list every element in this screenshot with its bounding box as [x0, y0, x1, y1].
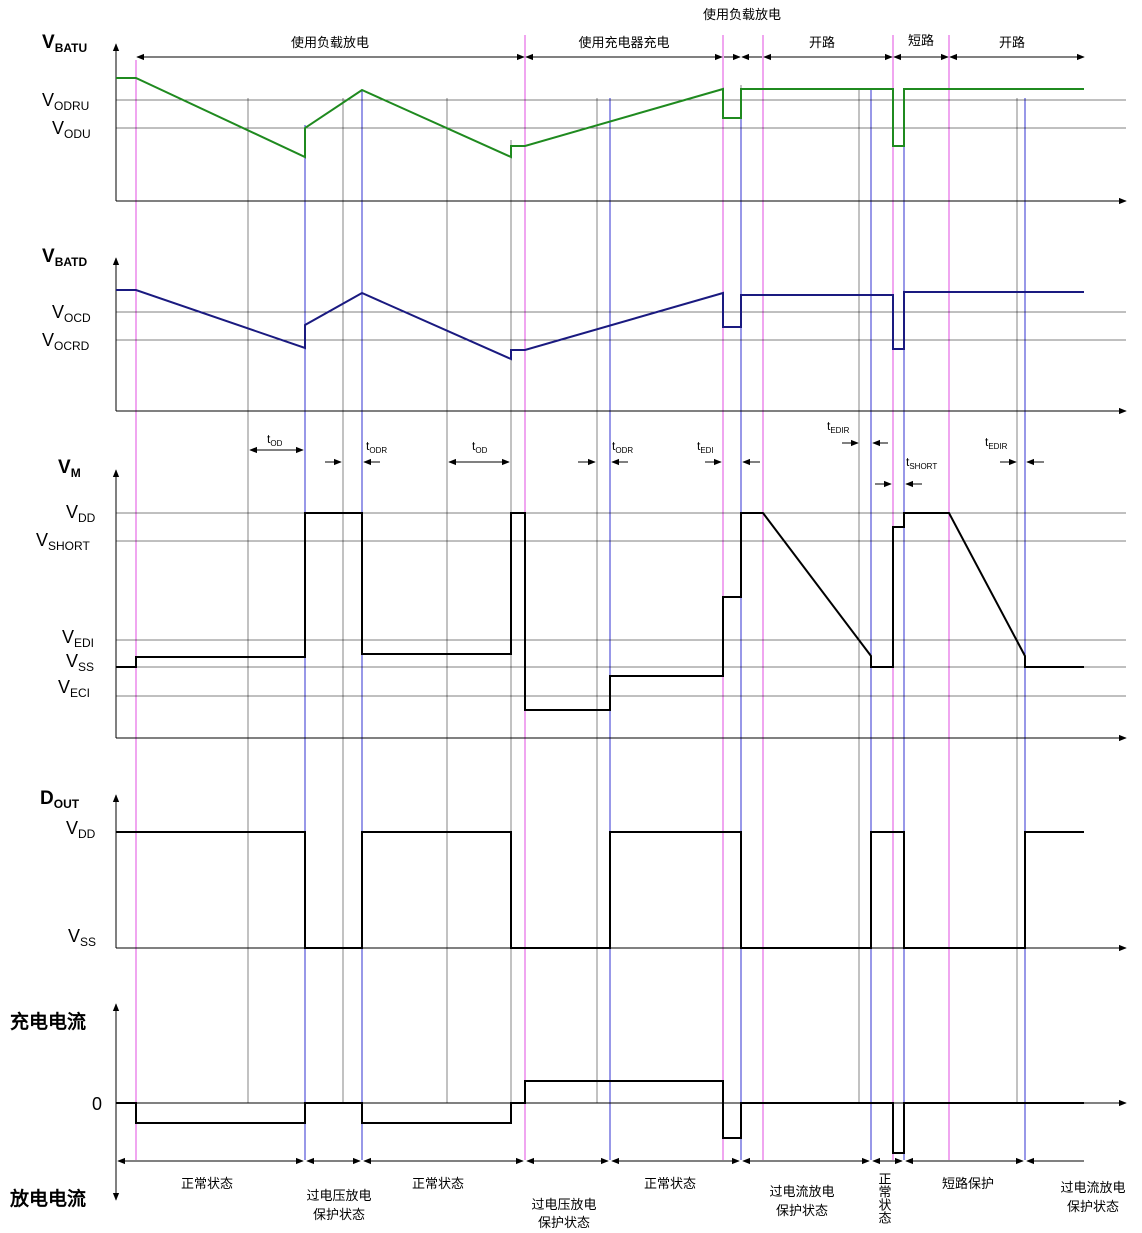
zero-label: 0: [92, 1094, 102, 1114]
timing-tod-1: tOD: [267, 432, 283, 448]
state-normal-1: 正常状态: [181, 1177, 233, 1192]
vbatu-waveform: [116, 77, 1084, 159]
timing-todr-1: tODR: [366, 439, 387, 455]
level-vocd: VOCD: [52, 302, 91, 325]
dout-waveform: [116, 831, 1084, 949]
timing-tod-2: tOD: [472, 439, 488, 455]
timing-tedir-2: tEDIR: [985, 435, 1008, 451]
timing-tedi: tEDI: [697, 439, 714, 455]
vbatu-title: VBATU: [42, 32, 87, 55]
timing-tedir-1: tEDIR: [827, 419, 850, 435]
state-annotations: 正常状态 过电压放电 保护状态 正常状态 过电压放电 保护状态 正常状态 过电流…: [117, 1157, 1126, 1231]
state-ovd-protect-2-line1: 过电压放电: [531, 1198, 596, 1213]
short-circuit-label: 短路: [908, 33, 934, 49]
level-vss-vm: VSS: [66, 651, 94, 674]
vbatd-waveform: [116, 289, 1084, 361]
dout-title: DOUT: [40, 788, 80, 811]
level-veci: VECI: [58, 677, 90, 700]
load-discharge-label-1: 使用负载放电: [291, 35, 369, 51]
level-vshort: VSHORT: [36, 530, 90, 553]
charger-charge-label: 使用充电器充电: [578, 35, 669, 51]
timing-todr-2: tODR: [612, 439, 633, 455]
level-vodu: VODU: [52, 118, 91, 141]
panel-vm: VM VDD VSHORT VEDI VSS VECI: [36, 457, 1127, 742]
state-ovd-protect-1-line1: 过电压放电: [306, 1189, 371, 1204]
vm-title: VM: [58, 457, 81, 480]
level-vodru: VODRU: [42, 90, 89, 113]
state-ocd-protect-2-line2: 保护状态: [1067, 1200, 1119, 1215]
timing-tshort: tSHORT: [906, 455, 937, 471]
state-ocd-protect-1-line1: 过电流放电: [769, 1185, 834, 1200]
open-circuit-label-2: 开路: [999, 35, 1025, 51]
load-discharge-label-2: 使用负载放电: [703, 7, 781, 23]
event-markers-blue: [304, 88, 1026, 1160]
vertical-gridlines: [247, 85, 1018, 1103]
state-normal-3: 正常状态: [644, 1177, 696, 1192]
state-ocd-protect-2-line1: 过电流放电: [1060, 1181, 1125, 1196]
level-vdd-dout: VDD: [66, 818, 96, 841]
charge-current-label: 充电电流: [10, 1010, 86, 1033]
level-vocrd: VOCRD: [42, 330, 90, 353]
timing-annotations: tOD tODR tOD tODR tEDI tEDIR tSHORT tEDI…: [249, 419, 1044, 488]
state-normal-2: 正常状态: [412, 1177, 464, 1192]
panel-current: 充电电流 0 放电电流: [9, 1003, 1127, 1210]
top-annotations: 使用负载放电 使用充电器充电 使用负载放电 开路 短路 开路: [136, 7, 1085, 61]
discharge-current-label: 放电电流: [9, 1187, 86, 1210]
panel-vbatu: VBATU VODRU VODU: [42, 32, 1127, 205]
panel-vbatd: VBATD VOCD VOCRD: [42, 246, 1127, 415]
state-ovd-protect-2-line2: 保护状态: [538, 1216, 590, 1231]
vm-waveform: [116, 512, 1084, 711]
state-ocd-protect-1-line2: 保护状态: [776, 1204, 828, 1219]
vbatd-title: VBATD: [42, 246, 87, 269]
current-waveform: [116, 1080, 1084, 1154]
state-normal-4: 正常状态: [876, 1172, 892, 1224]
panel-dout: DOUT VDD VSS: [40, 788, 1127, 952]
state-ovd-protect-1-line2: 保护状态: [313, 1208, 365, 1223]
level-vss-dout: VSS: [68, 926, 96, 949]
level-vdd-vm: VDD: [66, 502, 96, 525]
state-short-protect: 短路保护: [942, 1176, 994, 1192]
open-circuit-label-1: 开路: [809, 35, 835, 51]
level-vedi: VEDI: [62, 627, 94, 650]
